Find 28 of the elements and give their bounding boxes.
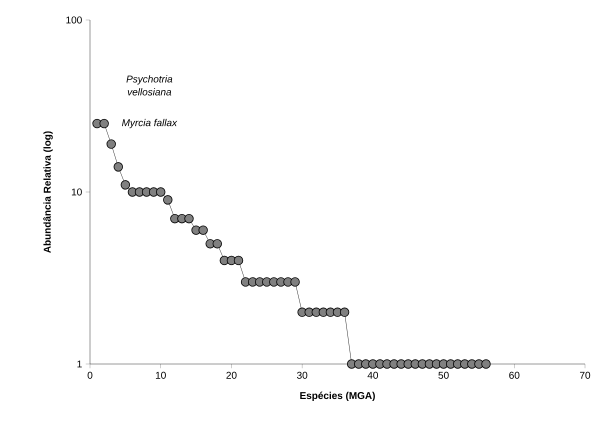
y-tick-label: 1 bbox=[77, 360, 82, 368]
x-tick-label: 70 bbox=[580, 372, 590, 379]
x-tick-label: 20 bbox=[226, 372, 237, 379]
annotation: Psychotria vellosiana bbox=[126, 75, 172, 96]
point bbox=[212, 239, 222, 248]
y-axis-title: Abundância Relativa (log) bbox=[43, 131, 53, 253]
point bbox=[120, 180, 130, 190]
point bbox=[184, 214, 194, 224]
x-tick-label: 50 bbox=[438, 372, 449, 379]
y-tick-label: 10 bbox=[72, 188, 82, 196]
annotation: Myrcia fallax bbox=[122, 118, 178, 128]
point bbox=[106, 139, 116, 149]
x-tick-label: 30 bbox=[296, 372, 308, 379]
point bbox=[234, 256, 244, 266]
x-tick-label: 0 bbox=[88, 372, 92, 379]
x-tick-label: 40 bbox=[368, 372, 378, 379]
point bbox=[481, 359, 491, 369]
point bbox=[290, 277, 300, 287]
point bbox=[114, 162, 123, 172]
x-tick-label: 10 bbox=[156, 372, 166, 379]
y-tick-label: 100 bbox=[66, 16, 82, 24]
point bbox=[156, 187, 166, 197]
x-tick-label: 60 bbox=[509, 372, 520, 379]
point bbox=[340, 308, 350, 317]
point bbox=[163, 195, 172, 205]
point bbox=[198, 225, 208, 235]
x-axis-title: Espécies (MGA) bbox=[300, 392, 375, 402]
point bbox=[99, 118, 109, 128]
